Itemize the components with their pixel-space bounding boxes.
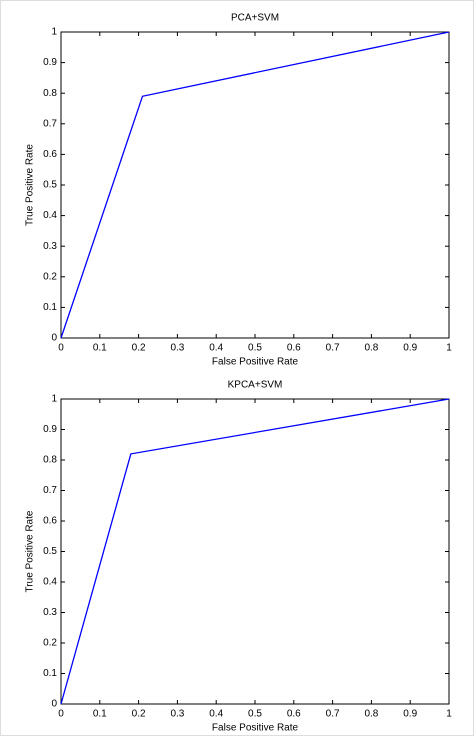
x-tick-label: 0.6 bbox=[287, 343, 301, 354]
x-tick-label: 1 bbox=[446, 709, 452, 720]
x-tick-label: 0 bbox=[58, 343, 64, 354]
chart-title: KPCA+SVM bbox=[228, 380, 283, 391]
y-tick-label: 0.2 bbox=[43, 271, 57, 282]
y-tick-label: 0.7 bbox=[43, 118, 57, 129]
y-axis-label: True Positive Rate bbox=[25, 144, 36, 226]
y-tick-label: 0.4 bbox=[43, 577, 57, 588]
y-tick-label: 0.8 bbox=[43, 88, 57, 99]
y-tick-label: 0.8 bbox=[43, 455, 57, 466]
x-tick-label: 0.2 bbox=[132, 709, 146, 720]
x-tick-label: 0.6 bbox=[287, 709, 301, 720]
x-tick-label: 0 bbox=[58, 709, 64, 720]
x-tick-label: 0.9 bbox=[403, 709, 417, 720]
x-tick-label: 0.8 bbox=[364, 343, 378, 354]
x-tick-label: 0.8 bbox=[364, 709, 378, 720]
x-tick-label: 0.5 bbox=[248, 343, 262, 354]
y-tick-label: 0 bbox=[51, 333, 57, 344]
x-tick-label: 0.7 bbox=[326, 343, 340, 354]
y-tick-label: 0.5 bbox=[43, 180, 57, 191]
plot-frame bbox=[60, 398, 450, 705]
y-tick-label: 0.3 bbox=[43, 241, 57, 252]
x-tick-label: 1 bbox=[446, 343, 452, 354]
x-tick-label: 0.4 bbox=[209, 343, 223, 354]
x-tick-label: 0.1 bbox=[93, 343, 107, 354]
y-tick-label: 0.4 bbox=[43, 210, 57, 221]
y-tick-label: 1 bbox=[51, 394, 57, 405]
y-tick-label: 0.9 bbox=[43, 424, 57, 435]
roc-line bbox=[60, 31, 450, 339]
y-tick-label: 0.5 bbox=[43, 546, 57, 557]
x-tick-label: 0.7 bbox=[326, 709, 340, 720]
x-tick-label: 0.5 bbox=[248, 709, 262, 720]
x-axis-label: False Positive Rate bbox=[212, 357, 299, 368]
x-tick-label: 0.1 bbox=[93, 709, 107, 720]
roc-line bbox=[60, 398, 450, 705]
x-tick-label: 0.2 bbox=[132, 343, 146, 354]
chart-title: PCA+SVM bbox=[231, 13, 279, 24]
y-tick-label: 0.7 bbox=[43, 485, 57, 496]
y-tick-label: 0.6 bbox=[43, 516, 57, 527]
x-tick-label: 0.3 bbox=[170, 709, 184, 720]
y-tick-label: 0.2 bbox=[43, 638, 57, 649]
plot-frame bbox=[60, 31, 450, 339]
y-tick-label: 0.1 bbox=[43, 668, 57, 679]
y-tick-label: 0.3 bbox=[43, 607, 57, 618]
x-tick-label: 0.9 bbox=[403, 343, 417, 354]
y-tick-label: 0.1 bbox=[43, 302, 57, 313]
y-axis-label: True Positive Rate bbox=[25, 510, 36, 592]
x-tick-label: 0.4 bbox=[209, 709, 223, 720]
x-tick-label: 0.3 bbox=[170, 343, 184, 354]
y-tick-label: 1 bbox=[51, 27, 57, 38]
y-tick-label: 0.6 bbox=[43, 149, 57, 160]
y-tick-label: 0.9 bbox=[43, 57, 57, 68]
x-axis-label: False Positive Rate bbox=[212, 723, 299, 734]
y-tick-label: 0 bbox=[51, 699, 57, 710]
